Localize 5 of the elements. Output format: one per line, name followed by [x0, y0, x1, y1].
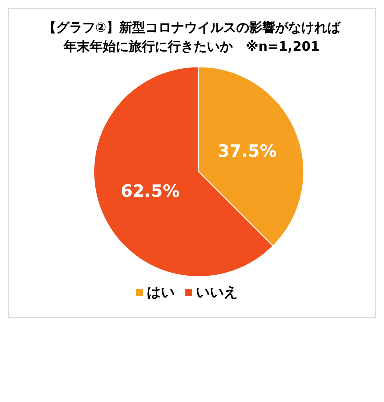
legend-label: はい: [147, 285, 175, 301]
legend-label: いいえ: [196, 285, 238, 301]
data-label: 62.5%: [121, 182, 180, 202]
chart-title: 【グラフ②】新型コロナウイルスの影響がなければ年末年始に旅行に行きたいか ※n=1,201: [43, 20, 341, 57]
data-label: 37.5%: [218, 142, 277, 162]
